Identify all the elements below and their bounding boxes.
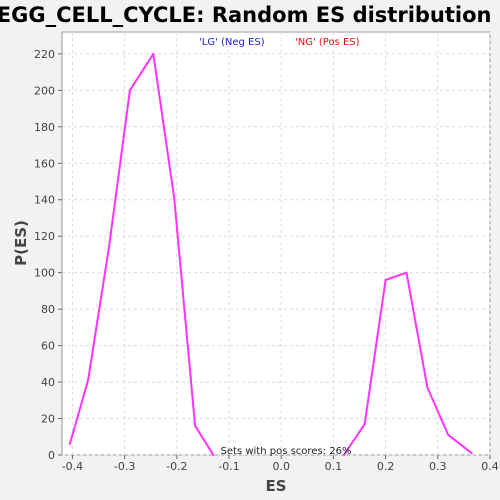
data-point <box>447 433 450 436</box>
data-point <box>68 443 71 446</box>
data-point <box>128 89 131 92</box>
data-point <box>87 379 90 382</box>
y-tick-label: 80 <box>41 303 55 316</box>
x-tick-label: 0.0 <box>272 460 290 473</box>
y-axis-label: P(ES) <box>12 220 30 266</box>
data-point <box>363 423 366 426</box>
data-point <box>152 52 155 55</box>
data-point <box>384 278 387 281</box>
y-tick-label: 140 <box>34 194 55 207</box>
y-tick-label: 40 <box>41 376 55 389</box>
data-point <box>405 271 408 274</box>
x-tick-label: -0.3 <box>114 460 135 473</box>
y-tick-label: 120 <box>34 230 55 243</box>
x-tick-label: -0.1 <box>218 460 239 473</box>
x-tick-label: -0.2 <box>166 460 187 473</box>
series-line <box>68 52 215 456</box>
chart-title: KEGG_CELL_CYCLE: Random ES distribution <box>0 3 491 27</box>
y-tick-label: 60 <box>41 340 55 353</box>
data-point <box>426 386 429 389</box>
grid <box>62 32 491 456</box>
x-tick-label: 0.3 <box>429 460 447 473</box>
data-point <box>212 454 215 456</box>
x-tick-label: 0.1 <box>325 460 343 473</box>
x-tick-label: 0.4 <box>481 460 499 473</box>
axes: -0.4 -0.3 -0.2 -0.1 0.0 0.1 0.2 0.3 0.4 0 20 40 60 80… <box>34 48 499 473</box>
y-tick-label: 180 <box>34 121 55 134</box>
data-point <box>107 246 110 249</box>
data-point <box>470 452 473 455</box>
data-point <box>342 454 345 456</box>
y-tick-label: 160 <box>34 157 55 170</box>
y-tick-label: 220 <box>34 48 55 61</box>
y-tick-label: 0 <box>48 449 55 462</box>
y-tick-label: 200 <box>34 84 55 97</box>
x-tick-label: -0.4 <box>62 460 83 473</box>
y-tick-label: 100 <box>34 267 55 280</box>
data-point <box>173 196 176 199</box>
x-tick-label: 0.2 <box>377 460 395 473</box>
y-tick-label: 20 <box>41 413 55 426</box>
legend-neg-es: 'LG' (Neg ES) <box>199 37 265 48</box>
annotation-pos-scores: Sets with pos scores: 26% <box>221 446 352 457</box>
plot-area <box>61 31 491 456</box>
series-layer <box>68 52 473 456</box>
x-axis-label: ES <box>265 477 286 495</box>
data-point <box>194 424 197 427</box>
legend-pos-es: 'NG' (Pos ES) <box>295 37 360 48</box>
